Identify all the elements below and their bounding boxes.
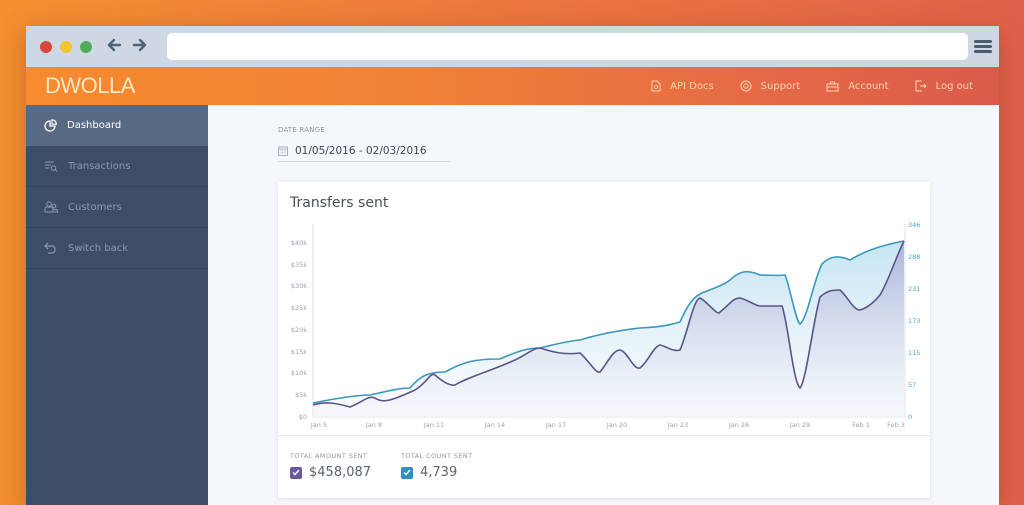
close-window-button[interactable] bbox=[40, 41, 52, 53]
svg-text:$0: $0 bbox=[299, 413, 307, 421]
app-header: DWOLLA API Docs Support Account Log out bbox=[26, 67, 999, 105]
svg-text:Jan 23: Jan 23 bbox=[667, 421, 688, 429]
nav-account-label: Account bbox=[848, 80, 889, 92]
nav-api-docs[interactable]: API Docs bbox=[651, 80, 714, 92]
sidebar-item-label: Dashboard bbox=[67, 120, 122, 131]
svg-text:231: 231 bbox=[908, 285, 920, 293]
calendar-icon bbox=[278, 146, 288, 156]
transfers-chart[interactable]: $0 $5k $10k $15k $20k $25k $30k $35k $40… bbox=[278, 182, 930, 435]
count-line[interactable] bbox=[312, 240, 905, 404]
svg-text:$20k: $20k bbox=[291, 326, 307, 334]
arrow-right-icon[interactable] bbox=[132, 35, 148, 57]
checkmark-icon bbox=[403, 469, 411, 476]
svg-text:Jan 17: Jan 17 bbox=[545, 421, 566, 429]
hamburger-menu-icon[interactable] bbox=[974, 40, 992, 54]
logout-icon bbox=[915, 80, 927, 92]
stat-value: 4,739 bbox=[420, 465, 458, 480]
stat-total-count: TOTAL COUNT SENT 4,739 bbox=[401, 452, 472, 480]
nav-log-out-label: Log out bbox=[935, 80, 973, 92]
dwolla-logo[interactable]: DWOLLA bbox=[45, 73, 135, 98]
nav-api-docs-label: API Docs bbox=[670, 80, 714, 92]
briefcase-icon bbox=[826, 81, 839, 91]
maximize-window-button[interactable] bbox=[80, 41, 92, 53]
svg-text:$10k: $10k bbox=[291, 369, 307, 377]
amount-series-checkbox[interactable] bbox=[290, 466, 302, 479]
svg-text:Jan 26: Jan 26 bbox=[728, 421, 749, 429]
left-axis-labels: $0 $5k $10k $15k $20k $25k $30k $35k $40… bbox=[291, 239, 307, 421]
svg-text:0: 0 bbox=[908, 413, 912, 421]
sidebar-item-transactions[interactable]: Transactions bbox=[26, 146, 208, 187]
svg-text:288: 288 bbox=[908, 253, 920, 261]
svg-text:Jan 11: Jan 11 bbox=[423, 421, 444, 429]
svg-text:Jan 29: Jan 29 bbox=[789, 421, 810, 429]
browser-toolbar bbox=[26, 26, 999, 67]
browser-window: DWOLLA API Docs Support Account Log out … bbox=[26, 26, 999, 505]
transfers-sent-card: Transfers sent bbox=[278, 182, 930, 498]
count-series-checkbox[interactable] bbox=[401, 466, 413, 479]
pie-chart-icon bbox=[44, 119, 57, 132]
nav-log-out[interactable]: Log out bbox=[915, 80, 973, 92]
svg-text:115: 115 bbox=[908, 349, 920, 357]
arrow-left-icon[interactable] bbox=[106, 35, 122, 57]
svg-text:Jan 8: Jan 8 bbox=[365, 421, 382, 429]
list-search-icon bbox=[45, 161, 58, 172]
sidebar-item-customers[interactable]: Customers bbox=[26, 187, 208, 228]
amount-area bbox=[313, 241, 904, 417]
svg-text:$30k: $30k bbox=[291, 282, 307, 290]
date-range-value: 01/05/2016 - 02/03/2016 bbox=[295, 145, 427, 157]
address-bar[interactable] bbox=[167, 33, 968, 60]
sidebar-item-switch-back[interactable]: Switch back bbox=[26, 228, 208, 269]
document-icon bbox=[651, 80, 661, 92]
svg-text:173: 173 bbox=[908, 317, 920, 325]
svg-text:$25k: $25k bbox=[291, 304, 307, 312]
svg-text:Jan 5: Jan 5 bbox=[310, 421, 327, 429]
header-nav: API Docs Support Account Log out bbox=[651, 67, 999, 105]
nav-account[interactable]: Account bbox=[826, 80, 889, 92]
stat-label: TOTAL COUNT SENT bbox=[401, 452, 473, 460]
svg-text:57: 57 bbox=[908, 381, 916, 389]
chart-title: Transfers sent bbox=[290, 195, 389, 211]
svg-text:Jan 14: Jan 14 bbox=[484, 421, 505, 429]
sidebar-item-dashboard[interactable]: Dashboard bbox=[26, 105, 208, 146]
lifebuoy-icon bbox=[740, 80, 752, 92]
sidebar: Dashboard Transactions Customers Switch … bbox=[26, 105, 208, 505]
nav-support[interactable]: Support bbox=[740, 80, 801, 92]
sidebar-item-label: Transactions bbox=[68, 160, 131, 172]
card-divider bbox=[278, 435, 930, 436]
svg-text:Feb 1: Feb 1 bbox=[852, 421, 870, 429]
svg-text:$5k: $5k bbox=[295, 391, 307, 399]
svg-text:346: 346 bbox=[908, 221, 920, 229]
amount-line[interactable] bbox=[312, 240, 905, 408]
users-icon bbox=[44, 201, 58, 213]
stat-value: $458,087 bbox=[309, 465, 372, 480]
checkmark-icon bbox=[292, 469, 300, 476]
stat-total-amount: TOTAL AMOUNT SENT $458,087 bbox=[290, 452, 371, 480]
svg-text:$40k: $40k bbox=[291, 239, 307, 247]
stat-label: TOTAL AMOUNT SENT bbox=[290, 452, 368, 460]
sidebar-item-label: Switch back bbox=[68, 242, 129, 254]
date-range-label: DATE RANGE bbox=[278, 126, 325, 134]
main-content: DATE RANGE 01/05/2016 - 02/03/2016 Trans… bbox=[208, 105, 999, 505]
x-axis-labels: Jan 5 Jan 8 Jan 11 Jan 14 Jan 17 Jan 20 … bbox=[310, 421, 905, 429]
svg-text:$35k: $35k bbox=[291, 261, 307, 269]
nav-support-label: Support bbox=[760, 80, 801, 92]
right-axis-labels: 0 57 115 173 231 288 346 bbox=[908, 221, 920, 421]
minimize-window-button[interactable] bbox=[60, 41, 72, 53]
svg-text:Jan 20: Jan 20 bbox=[606, 421, 627, 429]
svg-text:$15k: $15k bbox=[291, 348, 307, 356]
date-range-picker[interactable]: 01/05/2016 - 02/03/2016 bbox=[278, 141, 451, 162]
undo-arrow-icon bbox=[44, 242, 56, 254]
svg-text:Feb 3: Feb 3 bbox=[887, 421, 905, 429]
sidebar-item-label: Customers bbox=[68, 201, 122, 213]
